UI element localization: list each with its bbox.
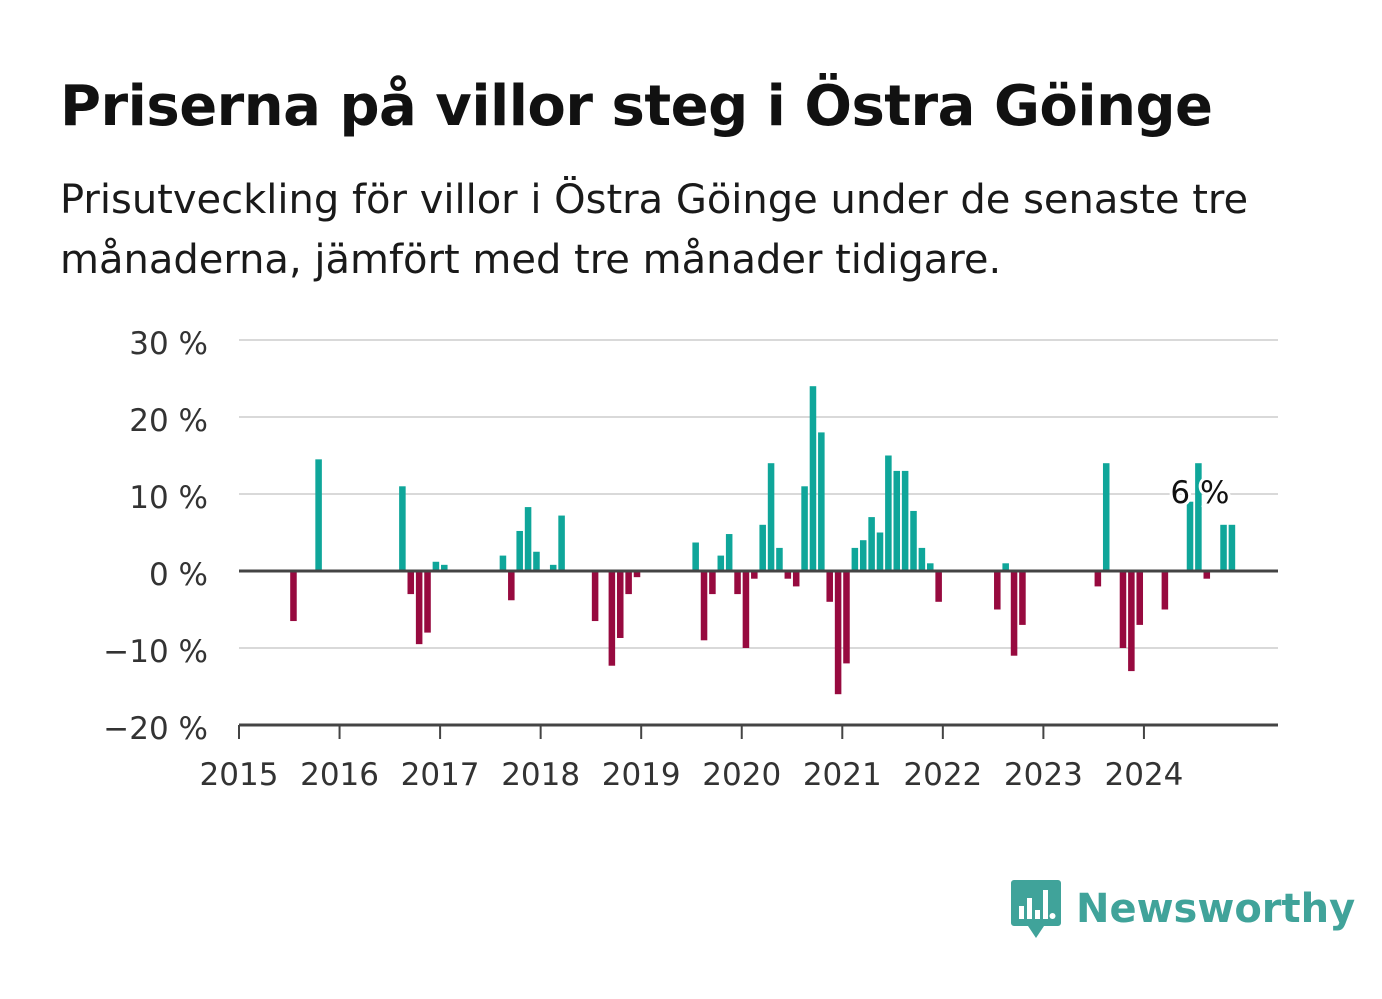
bar xyxy=(415,571,423,645)
bar xyxy=(508,571,515,601)
bar xyxy=(407,571,415,595)
bar xyxy=(776,547,783,571)
bar xyxy=(441,564,448,571)
bar xyxy=(625,571,632,595)
bar xyxy=(742,571,750,648)
bar xyxy=(809,386,817,571)
bar xyxy=(843,571,850,664)
x-tick-label: 2017 xyxy=(401,757,480,793)
bar xyxy=(1119,571,1127,648)
x-tick-label: 2022 xyxy=(903,757,982,793)
bar xyxy=(533,551,540,571)
bar xyxy=(432,561,440,571)
bar xyxy=(801,486,808,571)
bar xyxy=(734,571,741,595)
y-tick-label: −20 % xyxy=(103,711,208,747)
bar xyxy=(885,455,892,571)
bar xyxy=(499,555,507,571)
bar xyxy=(918,547,926,571)
x-tick-label: 2020 xyxy=(702,757,781,793)
bar xyxy=(692,542,699,571)
bar xyxy=(1094,571,1102,587)
bar xyxy=(717,555,725,571)
bar xyxy=(1203,571,1211,579)
bar xyxy=(868,517,875,571)
bar xyxy=(549,564,557,571)
bar xyxy=(859,540,867,571)
chart-subtitle: Prisutveckling för villor i Östra Göinge… xyxy=(60,177,1249,283)
bar xyxy=(767,463,775,571)
bar xyxy=(1010,571,1018,656)
bar xyxy=(399,486,406,571)
y-tick-label: −10 % xyxy=(103,634,208,670)
bar xyxy=(524,507,532,571)
x-tick-label: 2023 xyxy=(1004,757,1083,793)
bar xyxy=(1136,571,1144,625)
bar xyxy=(910,510,917,571)
bar xyxy=(1019,571,1026,625)
bar xyxy=(1195,463,1202,571)
bar xyxy=(1128,571,1135,672)
chart-title: Priserna på villor steg i Östra Göinge xyxy=(60,74,1213,139)
bar xyxy=(901,470,909,571)
bar-chart-speech-bubble-icon xyxy=(1011,880,1061,938)
bar xyxy=(818,432,825,571)
bar xyxy=(424,571,431,633)
bar xyxy=(616,571,624,638)
bar xyxy=(1186,501,1194,571)
bar-chart: 30 % 20 % 10 % 0 % −10 % −20 % 2015 2016 2017 201… xyxy=(103,326,1278,793)
bar xyxy=(751,571,758,579)
x-tick-label: 2016 xyxy=(300,757,379,793)
bar xyxy=(1228,524,1236,571)
bar xyxy=(290,571,297,622)
y-tick-label: 0 % xyxy=(149,557,208,593)
y-tick-label: 30 % xyxy=(129,326,208,362)
y-tick-label: 10 % xyxy=(129,480,208,516)
bar xyxy=(784,571,792,579)
bar xyxy=(834,571,842,695)
bar xyxy=(893,470,901,571)
bar xyxy=(1002,563,1009,571)
bar xyxy=(558,515,565,571)
x-tick-label: 2021 xyxy=(803,757,882,793)
bar xyxy=(591,571,599,622)
bar xyxy=(792,571,800,587)
y-tick-label: 20 % xyxy=(129,403,208,439)
bar xyxy=(700,571,708,641)
latest-value-label: 6 % xyxy=(1170,475,1229,511)
bar xyxy=(315,459,322,571)
bar xyxy=(725,534,733,571)
bar xyxy=(1220,524,1227,571)
bar xyxy=(994,571,1001,610)
bar xyxy=(927,563,934,571)
bar xyxy=(826,571,833,602)
x-tick-label: 2018 xyxy=(501,757,580,793)
bar xyxy=(608,571,616,666)
bar xyxy=(1102,463,1110,571)
x-tick-label: 2024 xyxy=(1104,757,1183,793)
bar xyxy=(851,547,859,571)
brand-name: Newsworthy xyxy=(1076,886,1356,932)
bar xyxy=(516,530,523,571)
x-tick-label: 2015 xyxy=(200,757,279,793)
x-tick-label: 2019 xyxy=(602,757,681,793)
bar xyxy=(876,532,884,571)
bar xyxy=(1161,571,1169,610)
bar xyxy=(759,524,766,571)
bar xyxy=(935,571,942,602)
newsworthy-logo: Newsworthy xyxy=(1010,878,1355,940)
bar xyxy=(633,571,641,578)
bar xyxy=(709,571,716,595)
